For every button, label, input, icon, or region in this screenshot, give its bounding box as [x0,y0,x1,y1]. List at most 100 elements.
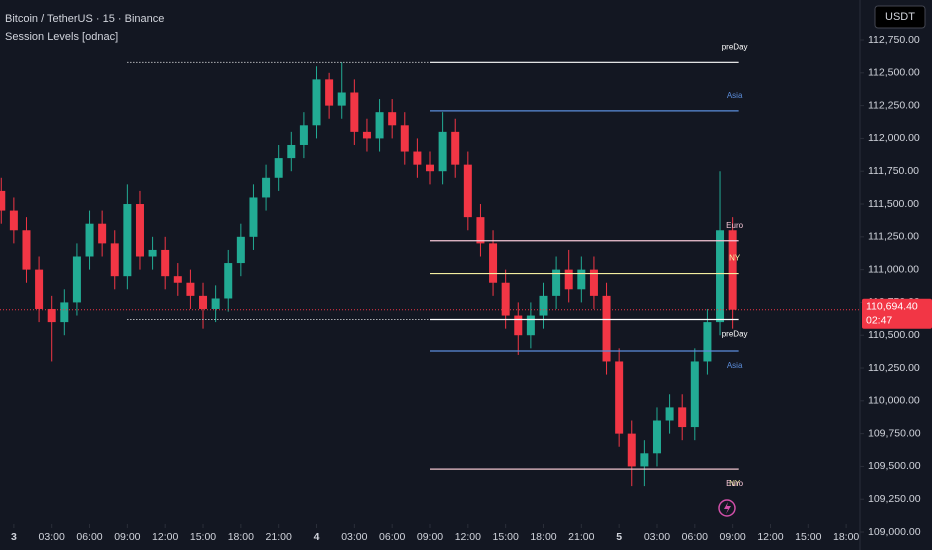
candle-body [400,125,409,152]
candle-body [98,223,107,244]
indicator-title: Session Levels [odnac] [5,31,118,43]
candle-body [652,420,661,454]
y-tick-label: 109,750.00 [868,427,921,439]
symbol-title: Bitcoin / TetherUS · 15 · Binance [5,13,164,25]
candle-body [312,79,321,126]
x-tick-label: 12:00 [152,531,178,543]
candle-body [110,243,119,277]
candle-body [526,315,535,336]
candle-body [211,298,220,309]
candle-body [337,92,346,106]
y-tick-label: 112,000.00 [868,132,920,144]
candle-body [602,295,611,362]
candle-body [514,315,523,336]
currency-label[interactable]: USDT [885,11,915,23]
last-price-label: 110,694.40 [866,300,918,312]
flash-icon[interactable] [718,499,736,517]
level-label: Asia [727,91,743,100]
candle-body [22,230,31,270]
candle-body [690,361,699,428]
candle-body [451,131,460,165]
candle-body [85,223,94,257]
level-label: Euro [726,221,743,230]
candle-body [0,190,6,211]
x-tick-label: 15:00 [493,531,519,543]
y-tick-label: 111,250.00 [868,231,919,243]
x-tick-label: 03:00 [341,531,367,543]
candle-body [438,131,447,172]
candle-body [627,433,636,467]
candle-body [426,164,434,172]
x-tick-label: 06:00 [76,531,102,543]
candle-body [249,197,258,237]
candle-body [47,308,56,323]
candle-body [728,230,737,310]
y-tick-label: 110,250.00 [868,362,920,374]
candle-body [186,282,195,296]
candle-body [716,230,725,323]
y-tick-label: 110,000.00 [868,395,920,407]
x-tick-label: 12:00 [455,531,481,543]
candle-body [199,295,208,309]
candle-body [388,112,397,126]
x-tick-label: 15:00 [190,531,216,543]
y-tick-label: 109,000.00 [868,526,921,538]
y-tick-label: 111,500.00 [868,198,919,210]
y-tick-label: 109,250.00 [868,493,921,505]
x-tick-label: 09:00 [114,531,140,543]
x-tick-label: 3 [11,531,17,543]
candle-body [564,269,573,290]
candle-body [135,204,144,257]
y-tick-label: 109,500.00 [868,460,921,472]
candle-body [287,144,296,159]
candle-body [552,269,561,296]
x-tick-label: 18:00 [228,531,254,543]
candle-body [640,453,649,467]
candle-body [665,407,674,421]
x-tick-label: 15:00 [795,531,821,543]
level-label: Asia [727,361,743,370]
candle-body [489,243,498,283]
x-tick-label: 18:00 [833,531,859,543]
candle-body [703,322,712,362]
candle-body [463,164,472,218]
flash-bolt [724,502,731,514]
y-tick-label: 112,750.00 [868,34,920,46]
candle-body [161,249,170,277]
candle-body [678,407,687,428]
x-tick-label: 18:00 [530,531,556,543]
candle-body [413,151,422,165]
x-tick-label: 06:00 [379,531,405,543]
x-tick-label: 5 [616,531,622,543]
y-tick-label: 110,500.00 [868,329,920,341]
candle-body [476,217,485,244]
candle-body [9,210,18,231]
currency-button[interactable] [874,5,926,29]
candle-body [325,79,334,106]
candle-body [262,177,271,198]
candle-body [589,269,598,296]
axes: 109,000.00 109,250.00 109,500.00 109,750.00… [11,34,932,543]
candle-body [123,204,132,277]
candle-body [173,276,182,283]
last-price-badge [862,298,932,329]
candle-body [236,236,245,264]
candle-body [539,295,548,316]
x-tick-label: 06:00 [682,531,708,543]
candle-body [501,282,510,316]
candle-body [577,269,586,290]
candle-body [615,361,624,434]
x-tick-label: 09:00 [719,531,745,543]
x-tick-label: 03:00 [644,531,670,543]
level-label: preDay [722,42,748,51]
level-label: NY [729,479,741,488]
candle-body [299,125,308,145]
y-tick-label: 112,500.00 [868,67,920,79]
level-label: NY [729,254,741,263]
y-tick-label: 111,000.00 [868,263,919,275]
candle-body [375,112,384,139]
x-tick-label: 4 [314,531,320,543]
